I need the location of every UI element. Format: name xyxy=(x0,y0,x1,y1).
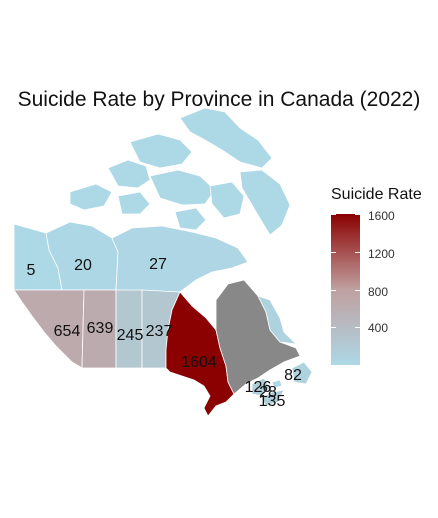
region-label-nunavut: 27 xyxy=(149,256,167,273)
arctic-island xyxy=(209,181,245,219)
region-nunavut xyxy=(111,225,249,293)
region-new-brunswick xyxy=(251,377,271,397)
arctic-island xyxy=(179,107,273,169)
legend-tick-mark xyxy=(331,214,336,215)
region-label-new-brunswick: 126 xyxy=(245,379,272,396)
arctic-island xyxy=(107,159,151,189)
region-label-alberta: 639 xyxy=(87,320,114,337)
region-label-saskatchewan: 245 xyxy=(117,327,144,344)
arctic-island xyxy=(149,169,216,206)
legend-tick-label: 400 xyxy=(368,321,389,335)
region-label-ontario: 1604 xyxy=(181,354,217,371)
legend-tick-mark xyxy=(331,252,336,253)
region-newfoundland-and-labrador xyxy=(257,295,298,345)
region-label-nova-scotia: 135 xyxy=(259,393,286,410)
legend-tick-label: 800 xyxy=(368,285,389,299)
region-label-manitoba: 237 xyxy=(146,323,173,340)
arctic-island xyxy=(117,191,151,215)
arctic-island xyxy=(174,207,207,231)
legend-tick-mark xyxy=(355,290,360,291)
legend-tick-label: 1200 xyxy=(368,247,395,261)
arctic-island xyxy=(239,169,291,236)
legend-color-bar xyxy=(331,214,360,365)
region-label-northwest-territories: 20 xyxy=(74,257,92,274)
legend-tick-label: 1600 xyxy=(368,209,395,223)
legend-tick-mark xyxy=(355,252,360,253)
map-title: Suicide Rate by Province in Canada (2022… xyxy=(17,88,421,111)
region-prince-edward-island xyxy=(271,379,283,389)
legend-tick-mark xyxy=(331,327,336,328)
legend-tick-mark xyxy=(331,290,336,291)
arctic-island xyxy=(69,183,113,211)
region-label-prince-edward-island: 28 xyxy=(259,384,277,401)
legend-title: Suicide Rate xyxy=(331,186,422,203)
arctic-islands xyxy=(69,107,291,236)
region-label-newfoundland-and-labrador: 82 xyxy=(284,367,302,384)
region-newfoundland-island xyxy=(291,361,313,385)
region-nova-scotia xyxy=(261,389,285,407)
arctic-island xyxy=(129,133,193,169)
region-label-british-columbia: 654 xyxy=(54,323,81,340)
legend-tick-mark xyxy=(355,327,360,328)
region-label-yukon: 5 xyxy=(27,262,36,279)
legend-tick-mark xyxy=(355,214,360,215)
